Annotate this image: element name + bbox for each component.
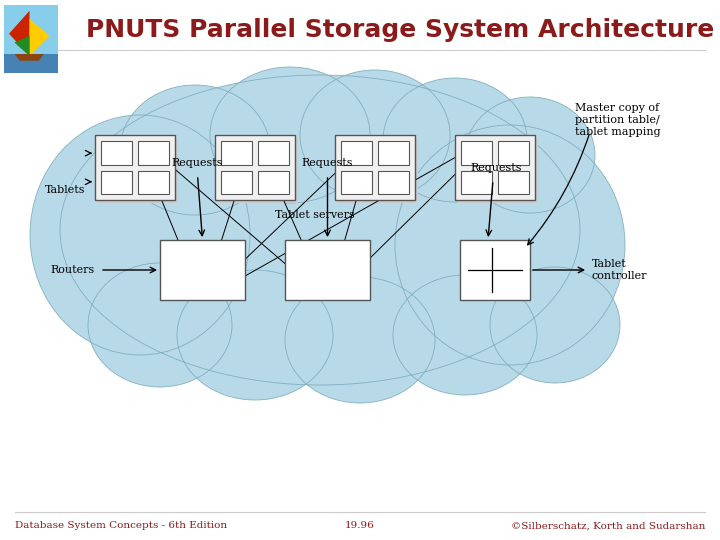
Bar xyxy=(461,171,492,194)
Bar xyxy=(101,171,132,194)
Bar xyxy=(258,171,289,194)
Bar xyxy=(378,141,409,165)
Polygon shape xyxy=(9,11,30,56)
Text: Tablet
controller: Tablet controller xyxy=(592,259,647,281)
Bar xyxy=(221,171,252,194)
Ellipse shape xyxy=(177,270,333,400)
Bar xyxy=(218,138,298,203)
Ellipse shape xyxy=(300,70,450,200)
Bar xyxy=(101,141,132,165)
Ellipse shape xyxy=(60,75,580,385)
Ellipse shape xyxy=(285,277,435,403)
Bar xyxy=(378,171,409,194)
Bar xyxy=(285,240,370,300)
Ellipse shape xyxy=(120,85,270,215)
Text: Requests: Requests xyxy=(302,158,354,168)
Bar xyxy=(341,171,372,194)
Text: Routers: Routers xyxy=(50,265,95,275)
Bar xyxy=(258,141,289,165)
Bar xyxy=(335,135,415,200)
Bar xyxy=(455,135,535,200)
Text: Requests: Requests xyxy=(172,158,223,168)
Ellipse shape xyxy=(465,97,595,213)
Text: Tablet servers: Tablet servers xyxy=(275,210,355,220)
Text: Tablets: Tablets xyxy=(45,185,85,195)
Ellipse shape xyxy=(383,78,527,202)
Polygon shape xyxy=(14,54,44,60)
Bar xyxy=(221,141,252,165)
Text: Requests: Requests xyxy=(470,163,522,173)
Ellipse shape xyxy=(88,263,232,387)
Bar xyxy=(98,138,178,203)
Bar xyxy=(138,171,169,194)
Bar xyxy=(498,141,529,165)
Bar xyxy=(338,138,418,203)
Ellipse shape xyxy=(395,125,625,365)
Text: ©Silberschatz, Korth and Sudarshan: ©Silberschatz, Korth and Sudarshan xyxy=(510,522,705,530)
Text: PNUTS Parallel Storage System Architecture: PNUTS Parallel Storage System Architectu… xyxy=(86,18,714,42)
Bar xyxy=(460,240,530,300)
Ellipse shape xyxy=(490,267,620,383)
Text: Master copy of
partition table/
tablet mapping: Master copy of partition table/ tablet m… xyxy=(575,103,661,137)
Bar xyxy=(215,135,295,200)
Ellipse shape xyxy=(30,115,250,355)
Bar xyxy=(95,135,175,200)
Polygon shape xyxy=(14,36,30,56)
Bar xyxy=(138,141,169,165)
Bar xyxy=(160,240,245,300)
Ellipse shape xyxy=(210,67,370,203)
Text: 19.96: 19.96 xyxy=(345,522,375,530)
Text: Database System Concepts - 6th Edition: Database System Concepts - 6th Edition xyxy=(15,522,227,530)
Ellipse shape xyxy=(393,275,537,395)
Polygon shape xyxy=(30,19,50,56)
Bar xyxy=(461,141,492,165)
Bar xyxy=(458,138,538,203)
Bar xyxy=(4,5,58,56)
Bar xyxy=(498,171,529,194)
Bar xyxy=(4,54,58,73)
Bar xyxy=(341,141,372,165)
